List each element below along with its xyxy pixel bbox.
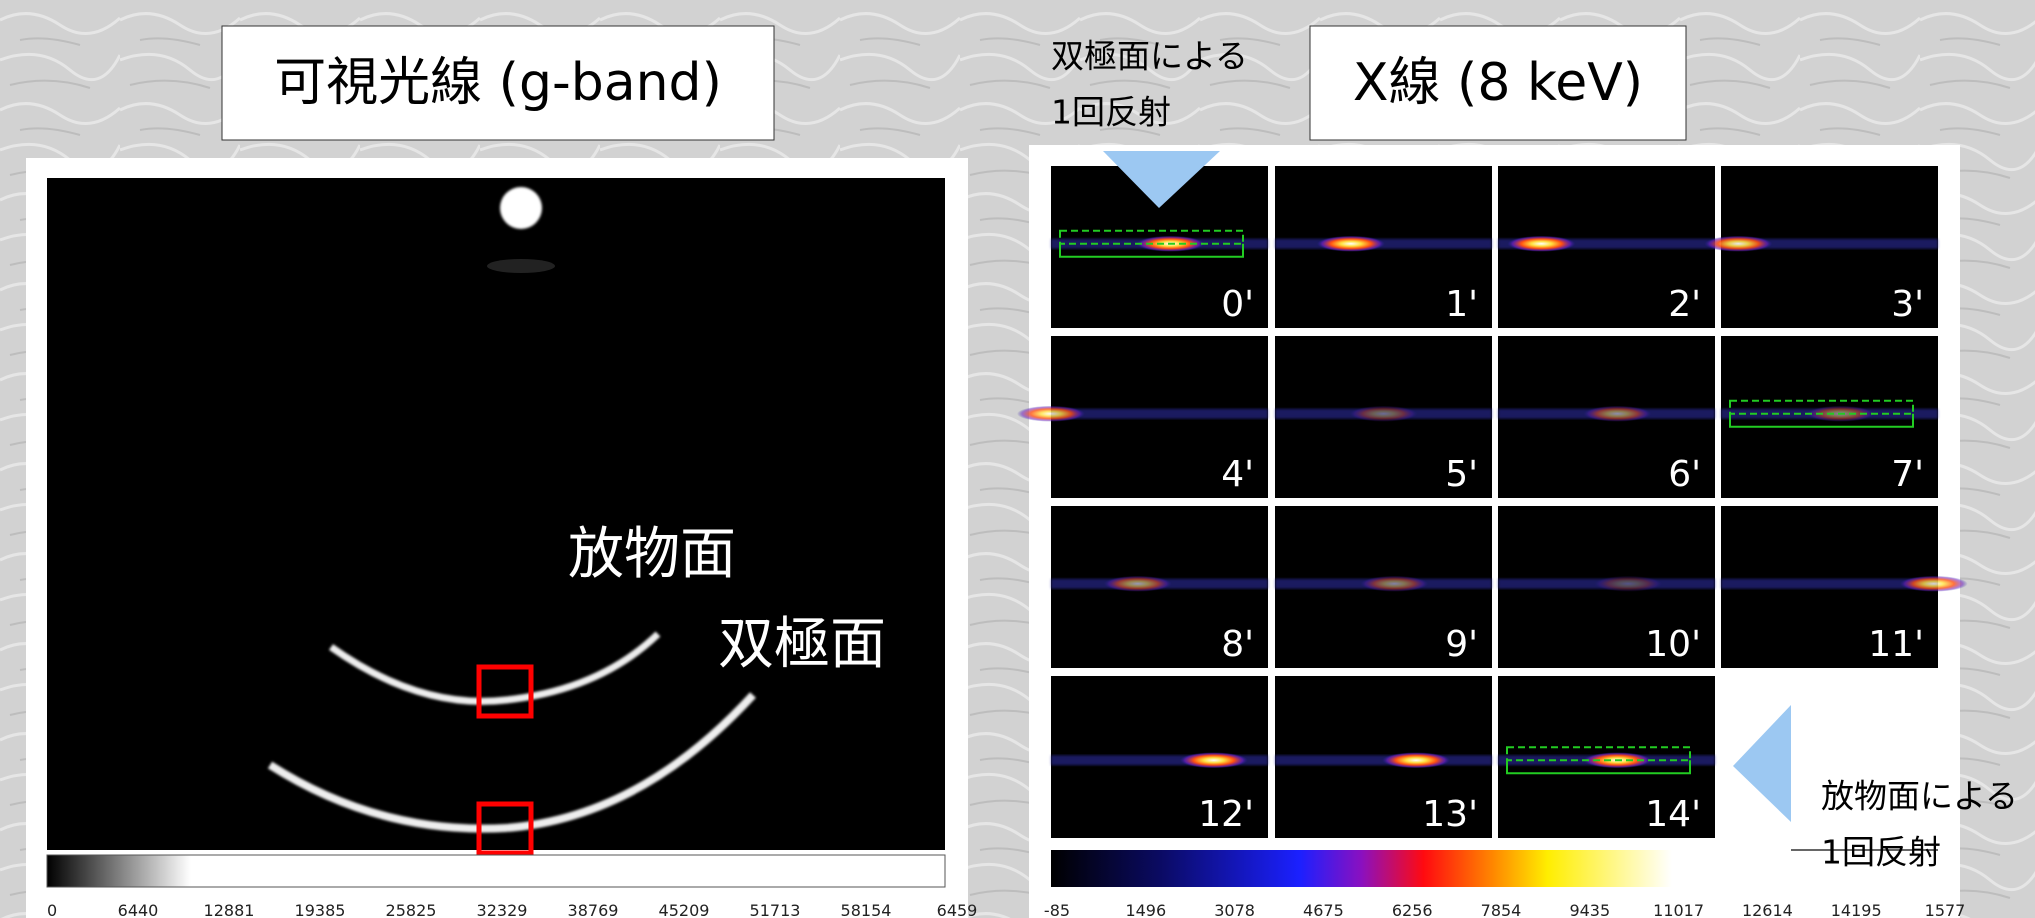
xray-panel: 11'	[1721, 506, 1968, 668]
colorbar-tick: 7854	[1481, 901, 1522, 918]
xray-panel: 1'	[1275, 166, 1492, 328]
hotspot	[1583, 406, 1651, 422]
panel-label: 6'	[1668, 454, 1701, 495]
colorbar-tick: 12614	[1742, 901, 1793, 918]
colorbar	[1051, 850, 1938, 887]
colorbar-tick: 6256	[1392, 901, 1433, 918]
panel-label: 13'	[1422, 794, 1478, 835]
page: { "left_panel": { "title": "可視光線 (g-band…	[0, 0, 2035, 918]
hotspot	[1507, 236, 1575, 252]
panel-label: 9'	[1445, 624, 1478, 665]
label-parabola: 放物面	[568, 522, 736, 587]
colorbar-tick: 1577	[1925, 901, 1966, 918]
hotspot	[1317, 236, 1385, 252]
colorbar-tick: 3078	[1214, 901, 1255, 918]
xray-panel: 14'	[1498, 676, 1715, 838]
panel-label: 10'	[1645, 624, 1701, 665]
xray-panel: 6'	[1498, 336, 1715, 498]
hotspot	[1382, 752, 1450, 768]
xray-panel: 3'	[1704, 166, 1938, 328]
colorbar-tick: 9435	[1569, 901, 1610, 918]
hotspot	[1704, 236, 1772, 252]
xray-panel: 2'	[1498, 166, 1715, 328]
optical-image	[47, 178, 945, 850]
colorbar-tick: 14195	[1831, 901, 1882, 918]
colorbar-tick: 1496	[1125, 901, 1166, 918]
xray-panel: 13'	[1275, 676, 1492, 838]
xray-panel: 4'	[1017, 336, 1268, 498]
xray-panel: 12'	[1051, 676, 1268, 838]
xray-panel: 7'	[1721, 336, 1938, 498]
panel-label: 14'	[1645, 794, 1701, 835]
panel-label: 2'	[1668, 284, 1701, 325]
panel-label: 5'	[1445, 454, 1478, 495]
colorbar-tick: 11017	[1653, 901, 1704, 918]
panel-label: 1'	[1445, 284, 1478, 325]
star	[500, 187, 542, 229]
right-title: X線 (8 keV)	[1353, 53, 1643, 113]
hotspot	[1180, 752, 1248, 768]
colorbar-tick: 45209	[659, 901, 710, 918]
annotation: 1回反射	[1821, 833, 1941, 872]
xray-panel: 10'	[1498, 506, 1715, 668]
panel-label: 0'	[1221, 284, 1254, 325]
colorbar-tick: 51713	[750, 901, 801, 918]
left-title: 可視光線 (g-band)	[274, 53, 722, 113]
hotspot	[1594, 576, 1662, 592]
hotspot	[1350, 406, 1418, 422]
colorbar-tick: 58154	[841, 901, 892, 918]
panel-label: 3'	[1891, 284, 1924, 325]
colorbar-tick: -85	[1044, 901, 1070, 918]
hotspot	[1017, 406, 1085, 422]
panel-label: 12'	[1198, 794, 1254, 835]
panel-label: 8'	[1221, 624, 1254, 665]
colorbar	[47, 855, 945, 887]
xray-panel: 8'	[1051, 506, 1268, 668]
slide: 可視光線 (g-band) 放物面 双極面 X線 (8 keV) 双極面による …	[0, 0, 2035, 918]
hotspot	[1104, 576, 1172, 592]
colorbar-tick: 32329	[477, 901, 528, 918]
xray-panel: 9'	[1275, 506, 1492, 668]
hotspot	[1360, 576, 1428, 592]
colorbar-tick: 6459	[937, 901, 978, 918]
colorbar-tick: 4675	[1303, 901, 1344, 918]
annotation: 放物面による	[1821, 777, 2018, 816]
panel-label: 11'	[1868, 624, 1924, 665]
colorbar-tick: 19385	[295, 901, 346, 918]
colorbar-tick: 6440	[118, 901, 159, 918]
annotation: 1回反射	[1051, 93, 1171, 132]
colorbar-tick: 38769	[568, 901, 619, 918]
panel-label: 4'	[1221, 454, 1254, 495]
colorbar-tick: 12881	[204, 901, 255, 918]
panel-label: 7'	[1891, 454, 1924, 495]
annotation: 双極面による	[1051, 37, 1248, 76]
label-hyperbola: 双極面	[718, 612, 886, 677]
colorbar-tick: 0	[47, 901, 57, 918]
colorbar-tick: 25825	[386, 901, 437, 918]
ghost	[487, 259, 555, 273]
xray-panel: 5'	[1275, 336, 1492, 498]
hotspot	[1900, 576, 1968, 592]
